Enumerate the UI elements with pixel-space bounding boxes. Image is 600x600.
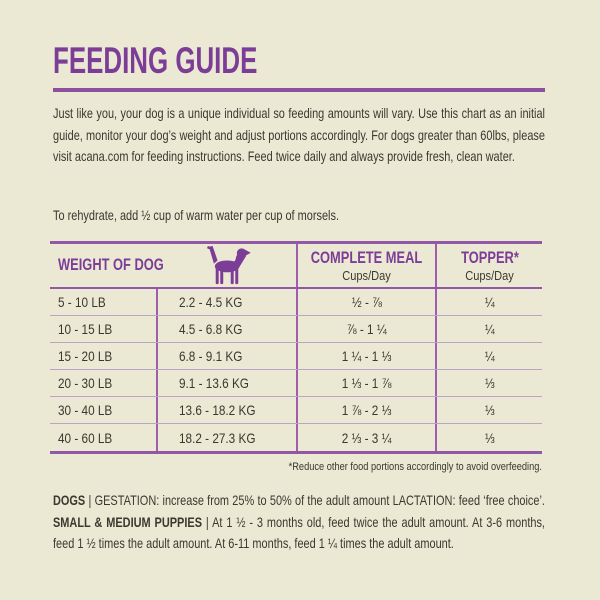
topper-cell: ⅓ [435, 370, 542, 396]
topper-label: TOPPER* [460, 248, 519, 267]
complete-meal-header-cell: COMPLETE MEAL Cups/Day [296, 244, 435, 287]
topper-cell: ⅓ [435, 397, 542, 423]
table-body: 5 - 10 LB 2.2 - 4.5 KG ½ - ⅞ ¼ 10 - 15 LB 4.5… [50, 289, 542, 451]
topper-cell: ¼ [435, 316, 542, 342]
topper-cell: ⅓ [435, 424, 542, 451]
weight-lb-cell: 15 - 20 LB [58, 348, 113, 364]
page-title: FEEDING GUIDE [53, 40, 258, 81]
weight-kg-cell: 13.6 - 18.2 KG [156, 397, 296, 423]
dogs-note: DOGS | GESTATION: increase from 25% to 5… [53, 493, 545, 551]
complete-meal-cell: 1 ⅞ - 2 ⅓ [296, 397, 435, 423]
dog-silhouette-icon [207, 245, 251, 285]
weight-lb-cell: 40 - 60 LB [58, 429, 113, 446]
complete-meal-cell: ⅞ - 1 ¼ [296, 316, 435, 342]
table-header-row: WEIGHT OF DOG [50, 244, 542, 289]
table-footnote: *Reduce other food portions accordingly … [288, 461, 542, 473]
complete-meal-cell: ½ - ⅞ [296, 289, 435, 315]
intro-paragraph: Just like you, your dog is a unique indi… [53, 106, 545, 164]
weight-of-dog-label: WEIGHT OF DOG [58, 256, 164, 274]
weight-lb-cell: 30 - 40 LB [58, 402, 113, 418]
complete-meal-units: Cups/Day [342, 267, 391, 283]
weight-kg-cell: 6.8 - 9.1 KG [156, 343, 296, 369]
weight-kg-cell: 2.2 - 4.5 KG [156, 289, 296, 315]
topper-cell: ¼ [435, 343, 542, 369]
feeding-guide-panel: FEEDING GUIDE Just like you, your dog is… [50, 40, 545, 551]
complete-meal-label: COMPLETE MEAL [310, 248, 423, 267]
weight-kg-cell: 4.5 - 6.8 KG [156, 316, 296, 342]
topper-cell: ¼ [435, 289, 542, 315]
topper-header-cell: TOPPER* Cups/Day [435, 244, 542, 287]
complete-meal-cell: 2 ⅓ - 3 ¼ [296, 424, 435, 451]
weight-kg-cell: 18.2 - 27.3 KG [156, 424, 296, 451]
weight-lb-cell: 20 - 30 LB [58, 375, 113, 391]
weight-kg-cell: 9.1 - 13.6 KG [156, 370, 296, 396]
weight-lb-cell: 5 - 10 LB [58, 294, 106, 310]
weight-of-dog-header-cell: WEIGHT OF DOG [50, 244, 296, 287]
complete-meal-cell: 1 ¼ - 1 ⅓ [296, 343, 435, 369]
complete-meal-cell: 1 ⅓ - 1 ⅞ [296, 370, 435, 396]
feeding-table: WEIGHT OF DOG [50, 241, 542, 454]
topper-units: Cups/Day [465, 267, 514, 283]
weight-lb-cell: 10 - 15 LB [58, 321, 113, 337]
rehydrate-note: To rehydrate, add ½ cup of warm water pe… [53, 208, 339, 223]
title-divider [53, 88, 545, 92]
